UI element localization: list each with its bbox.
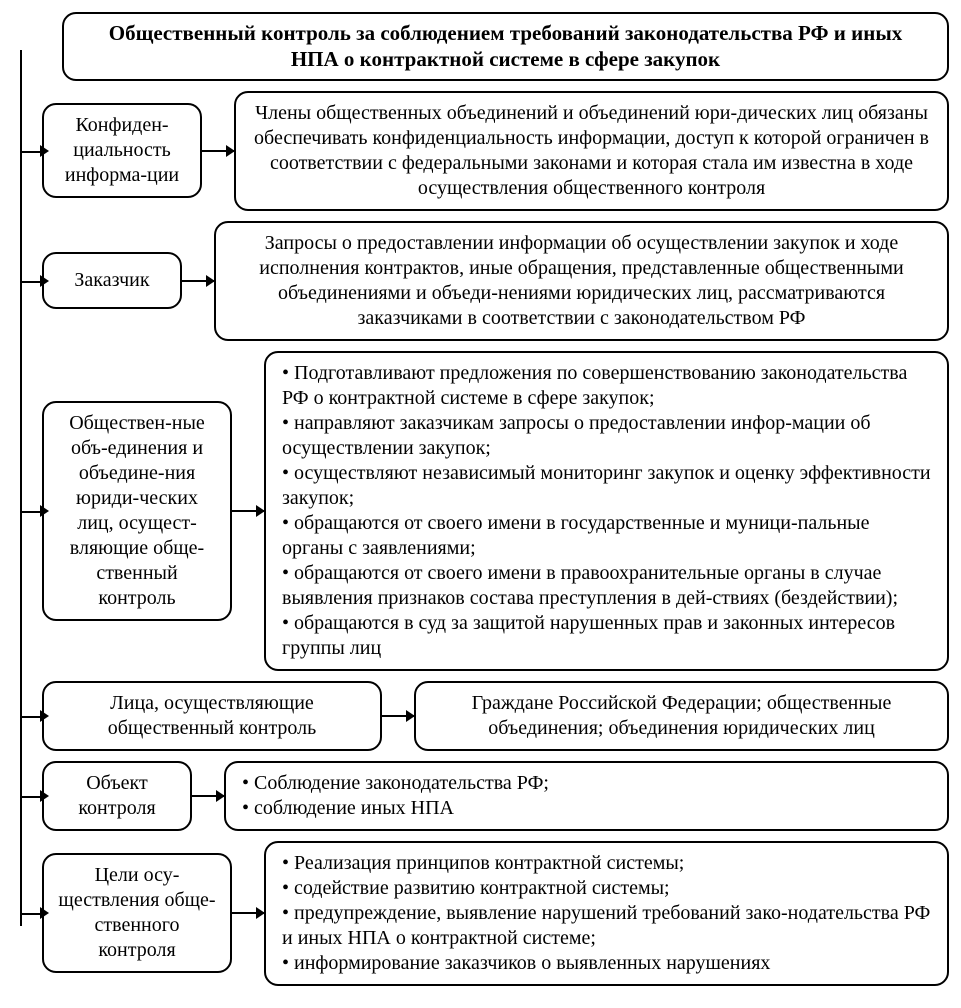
label-object: Объект контроля	[42, 761, 192, 831]
label-customer: Заказчик	[42, 252, 182, 309]
row-associations: Обществен-ные объ-единения и объедине-ни…	[42, 351, 949, 671]
label-goals: Цели осу-ществления обще-ственного контр…	[42, 853, 232, 973]
arrow-icon	[232, 510, 264, 512]
row-customer: Заказчик Запросы о предоставлении информ…	[42, 221, 949, 341]
content-object: • Соблюдение законодательства РФ; • собл…	[224, 761, 949, 831]
content-customer: Запросы о предоставлении информации об о…	[214, 221, 949, 341]
arrow-icon	[232, 912, 264, 914]
row-object: Объект контроля • Соблюдение законодател…	[42, 761, 949, 831]
row-goals: Цели осу-ществления обще-ственного контр…	[42, 841, 949, 986]
flowchart: Общественный контроль за соблюдением тре…	[12, 12, 949, 986]
arrow-icon	[382, 715, 414, 717]
label-associations: Обществен-ные объ-единения и объедине-ни…	[42, 401, 232, 621]
title-box: Общественный контроль за соблюдением тре…	[62, 12, 949, 81]
label-persons: Лица, осуществляющие общественный контро…	[42, 681, 382, 751]
spine-line	[20, 50, 22, 926]
arrow-icon	[202, 150, 234, 152]
content-confidentiality: Члены общественных объединений и объедин…	[234, 91, 949, 211]
row-confidentiality: Конфиден-циальность информа-ции Члены об…	[42, 91, 949, 211]
arrow-icon	[182, 280, 214, 282]
row-persons: Лица, осуществляющие общественный контро…	[42, 681, 949, 751]
label-confidentiality: Конфиден-циальность информа-ции	[42, 103, 202, 198]
content-persons: Граждане Российской Федерации; обществен…	[414, 681, 949, 751]
arrow-icon	[192, 795, 224, 797]
content-associations: • Подготавливают предложения по совершен…	[264, 351, 949, 671]
content-goals: • Реализация принципов контрактной систе…	[264, 841, 949, 986]
